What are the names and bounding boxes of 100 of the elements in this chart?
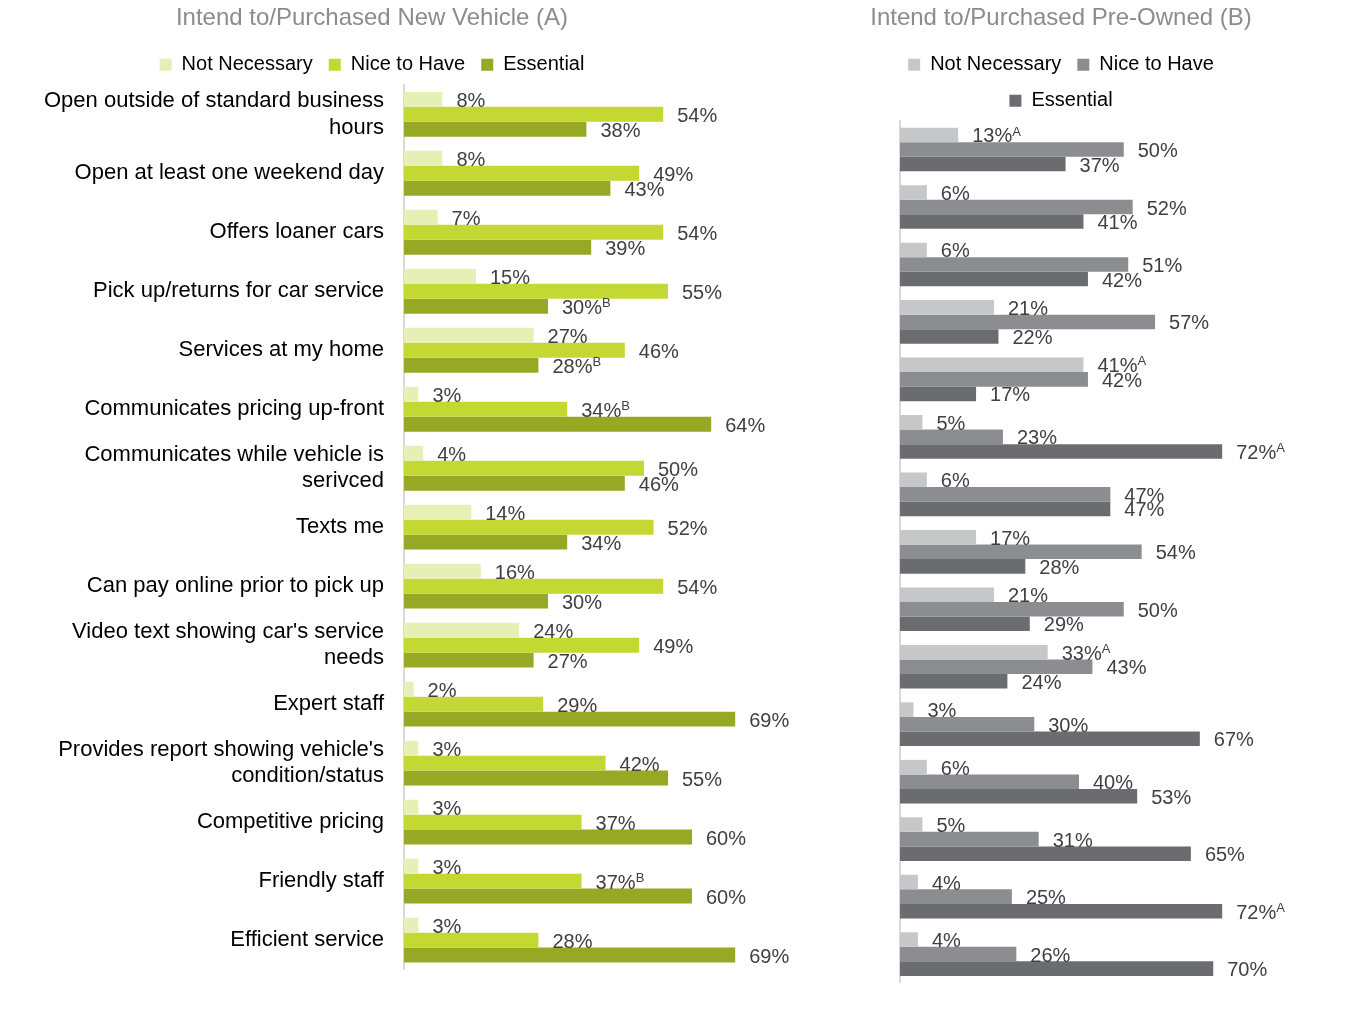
data-label: 67% [1213,728,1255,751]
data-label: 30% [1048,713,1089,736]
legend-label: Essential [1031,88,1113,111]
data-label: 69% [749,944,790,967]
y-tick-label: Competitive pricing [196,808,384,834]
y-tick-label: Efficient service [230,926,384,952]
bar [404,740,419,756]
bar [404,932,539,948]
data-label: 42% [1101,268,1143,291]
bar [404,416,712,432]
bar [404,268,476,284]
data-label: 37% [595,811,636,834]
bar [900,659,1093,675]
data-label: 34% [581,531,622,554]
bar [404,652,534,668]
data-label: 69% [749,708,790,731]
bar [900,702,914,717]
bar [404,91,443,107]
bar [900,199,1133,215]
data-label: 7% [451,206,481,229]
bar [900,731,1200,747]
data-label: 50% [1137,598,1178,621]
bar [404,209,438,225]
y-tick-label: Communicates while vehicle is serivced [84,441,384,493]
bar [404,239,592,255]
data-label: 51% [1142,253,1183,276]
bar [404,357,539,373]
bar [900,372,1088,387]
bar [900,472,927,488]
data-label: 4% [931,871,962,894]
data-label: 3% [432,737,462,760]
bar [900,501,1111,517]
bar [404,578,664,594]
bar [900,357,1084,373]
bar [404,460,644,476]
bar [404,799,419,815]
data-label: 24% [533,619,574,642]
data-label: 39% [605,236,646,259]
bar [404,534,568,550]
bar [404,401,568,417]
bar [900,601,1124,617]
bar [404,180,611,196]
data-label: 57% [1169,311,1210,334]
data-label: 3% [432,796,462,819]
bar [404,298,548,314]
bar [404,873,582,889]
data-label: 3% [927,699,957,722]
bar [404,121,587,137]
data-label: 26% [1030,943,1071,966]
data-label: 41% [1097,211,1138,234]
data-label: 28% [552,929,593,952]
data-label: 43% [1106,656,1147,679]
data-label: 6% [940,756,970,779]
y-tick-label: Expert staff [273,690,385,716]
bar [900,932,918,947]
data-label: 30% [562,590,603,613]
y-tick-label: Communicates pricing up-front [84,395,384,421]
y-tick-label: Services at my home [178,336,384,362]
data-label: 15% [490,265,531,288]
data-label: 5% [936,411,966,434]
data-label: 52% [667,516,708,539]
data-label: 55% [682,767,723,790]
data-label: 54% [677,103,718,126]
bar [404,888,692,904]
data-label: 6% [940,181,970,204]
bar [404,327,534,343]
bar [900,156,1066,172]
bar [404,504,472,520]
bar [900,242,927,258]
bar [404,106,664,122]
data-label: 6% [940,239,970,262]
data-label: 49% [653,634,694,657]
bar [900,444,1223,459]
data-label: 22% [1012,326,1053,349]
data-label: 31% [1052,828,1093,851]
bar [900,544,1142,560]
data-label: 60% [706,826,747,849]
bar [404,165,640,181]
data-label: 27% [547,324,588,347]
bar [900,487,1111,502]
bar [900,788,1138,804]
y-tick-label: Open outside of standard business hours [43,87,384,139]
bar [900,185,927,200]
bar [404,563,481,579]
bar [404,519,654,535]
data-label: 65% [1204,843,1246,866]
data-label: 14% [485,501,526,524]
data-label: 64% [725,413,766,436]
data-label: 29% [557,693,598,716]
bar [404,445,424,461]
data-label: 38% [600,118,641,141]
bar [404,696,544,712]
data-label: 8% [456,147,486,170]
bar [900,674,1008,689]
bar [900,946,1017,962]
y-tick-label: Pick up/returns for car service [93,277,384,303]
bar [404,711,736,727]
legend-label: Essential [503,52,585,75]
bar [900,314,1156,330]
bar [900,300,994,315]
